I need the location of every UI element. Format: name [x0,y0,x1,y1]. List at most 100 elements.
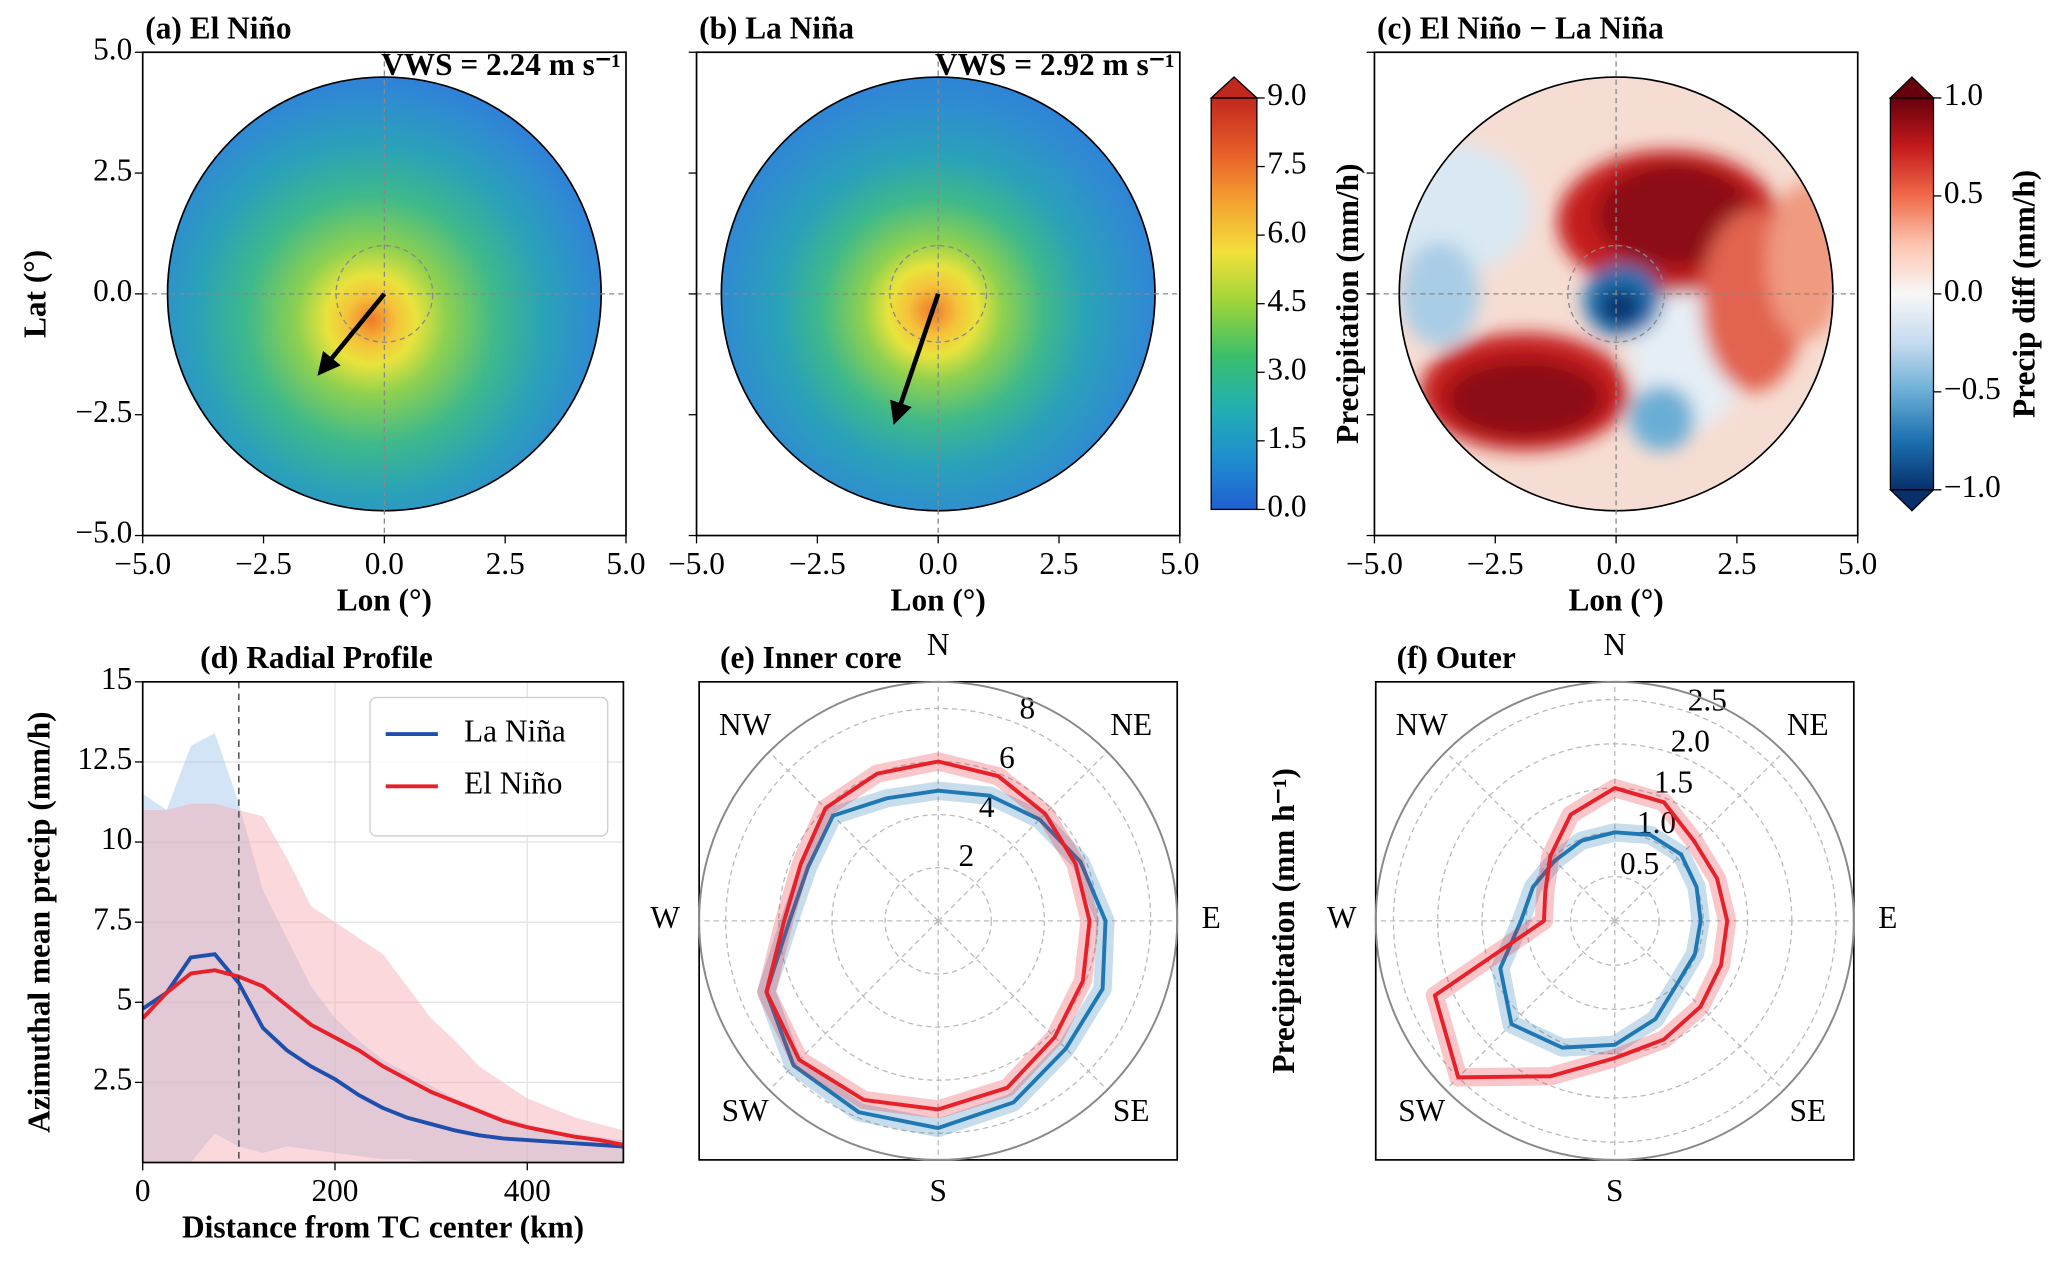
y-axis-label: Lat (°) [17,250,52,338]
direction-label: NE [1787,707,1829,742]
grid-circle [1437,743,1793,1099]
panel-title: (d) Radial Profile [200,640,433,675]
shear-arrow [890,293,941,425]
radial-grid-line [937,920,1108,1091]
x-tick-label: 200 [311,1173,358,1208]
diff-field [1399,77,1833,511]
direction-label: SW [1398,1093,1445,1128]
direction-label: S [1606,1173,1623,1208]
colorbar-extend [1209,76,1259,99]
x-axis-label: Lon (°) [891,583,986,618]
direction-label: SW [722,1093,769,1128]
x-tick-label: −5.0 [668,546,725,581]
colorbar-tick-label: 3.0 [1267,351,1306,386]
colorbar-tick-label: 7.5 [1267,146,1306,181]
colorbar-tick-label: 0.0 [1944,273,1983,308]
annotation: VWS = 2.24 m s⁻¹ [381,47,621,82]
colorbar [1889,97,1935,491]
x-tick-label: 0.0 [919,546,958,581]
direction-label: E [1202,900,1221,935]
x-tick-label: −5.0 [1346,546,1403,581]
r-tick-label: 2.0 [1671,723,1710,758]
annotation: VWS = 2.92 m s⁻¹ [935,47,1175,82]
colorbar-extend [1888,76,1936,99]
y-axis-label: Azimuthal mean precip (mm/h) [21,711,56,1132]
uncertainty-band [142,733,624,1163]
x-tick-label: 400 [504,1173,551,1208]
x-tick-label: 2.5 [486,546,525,581]
y-tick-label: 15 [101,661,132,696]
grid-circle [831,813,1046,1028]
series-line [1432,786,1730,1080]
y-tick-label: 2.5 [93,1062,132,1097]
x-tick-label: −2.5 [1467,546,1524,581]
direction-label: N [1603,627,1626,662]
shear-arrow [317,292,387,376]
colorbar-tick-label: −1.0 [1944,469,2001,504]
panel-title: (c) El Niño − La Niña [1377,11,1664,46]
y-axis-label: Precipitation (mm h⁻¹) [1266,768,1301,1074]
x-tick-label: 0.0 [365,546,404,581]
band-halo [757,752,1099,1119]
legend-label: La Niña [464,713,566,748]
y-tick-label: 5.0 [93,31,132,66]
colorbar-extend [1888,489,1936,512]
axes-frame [141,680,625,1164]
polar-outline [1374,680,1855,1161]
y-tick-label: 12.5 [77,741,132,776]
r-tick-label: 1.5 [1654,764,1693,799]
x-tick-label: 0 [135,1173,151,1208]
series-line [1498,830,1703,1050]
series-line [142,968,624,1147]
radial-grid-line [1614,751,1785,922]
y-tick-label: 10 [101,821,132,856]
plot-area [142,733,624,1163]
legend-label: El Niño [464,766,562,801]
direction-label: W [650,900,680,935]
grid-circle [884,867,992,975]
direction-label: W [1327,900,1357,935]
panel-title: (a) El Niño [145,11,291,46]
colorbar-tick-label: 4.5 [1267,283,1306,318]
y-tick-label: 5 [117,981,133,1016]
x-tick-label: −2.5 [235,546,292,581]
direction-label: NE [1110,707,1152,742]
colorbar-tick-label: 9.0 [1267,77,1306,112]
r-tick-label: 6 [999,740,1015,775]
radial-grid-line [768,751,939,922]
grid-circle [1569,875,1660,966]
grid-circle [1392,698,1837,1143]
x-axis-label: Lon (°) [1568,583,1663,618]
x-tick-label: −5.0 [114,546,171,581]
direction-label: SE [1113,1093,1150,1128]
radial-grid-line [937,751,1108,922]
series-line [142,952,624,1149]
colorbar-tick-label: 6.0 [1267,214,1306,249]
panel-title: (e) Inner core [720,640,902,675]
colorbar-tick-label: −0.5 [1944,371,2001,406]
x-tick-label: 5.0 [1160,546,1199,581]
colorbar-tick-label: 1.0 [1944,77,1983,112]
r-tick-label: 8 [1019,691,1035,726]
radial-grid-line [768,920,939,1091]
y-tick-label: 7.5 [93,901,132,936]
x-tick-label: 5.0 [1838,546,1877,581]
colorbar-label: Precip diff (mm/h) [2007,170,2042,418]
panel-title: (b) La Niña [699,11,854,46]
direction-label: S [929,1173,946,1208]
colorbar-tick-label: 0.0 [1267,489,1306,524]
y-tick-label: −2.5 [75,394,132,429]
x-tick-label: 2.5 [1039,546,1078,581]
x-tick-label: 5.0 [606,546,645,581]
uncertainty-band [142,803,624,1163]
polar-outline [698,680,1179,1161]
r-tick-label: 2 [959,838,975,873]
y-tick-label: 0.0 [93,273,132,308]
radial-grid-line [1445,920,1616,1091]
y-tick-label: −5.0 [75,515,132,550]
series-line [764,759,1092,1112]
direction-label: NW [719,707,772,742]
colorbar-label: Precipitation (mm/h) [1330,163,1365,443]
